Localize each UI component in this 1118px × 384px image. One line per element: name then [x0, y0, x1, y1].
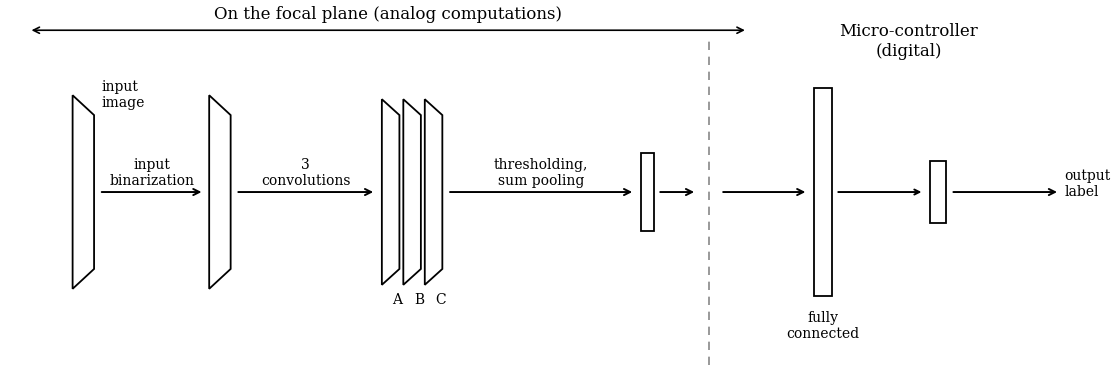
Text: A: A — [392, 293, 402, 307]
Text: input
binarization: input binarization — [110, 158, 195, 188]
Text: C: C — [435, 293, 446, 307]
Bar — [930, 161, 946, 223]
Text: thresholding,
sum pooling: thresholding, sum pooling — [494, 158, 588, 188]
Text: On the focal plane (analog computations): On the focal plane (analog computations) — [215, 6, 562, 23]
Text: output
label: output label — [1064, 169, 1111, 199]
Text: Micro-controller
(digital): Micro-controller (digital) — [840, 23, 978, 60]
Bar — [641, 153, 654, 231]
Text: B: B — [414, 293, 424, 307]
Bar — [814, 88, 832, 296]
Text: 3
convolutions: 3 convolutions — [260, 158, 351, 188]
Text: fully
connected: fully connected — [786, 311, 860, 341]
Text: input
image: input image — [102, 80, 145, 110]
